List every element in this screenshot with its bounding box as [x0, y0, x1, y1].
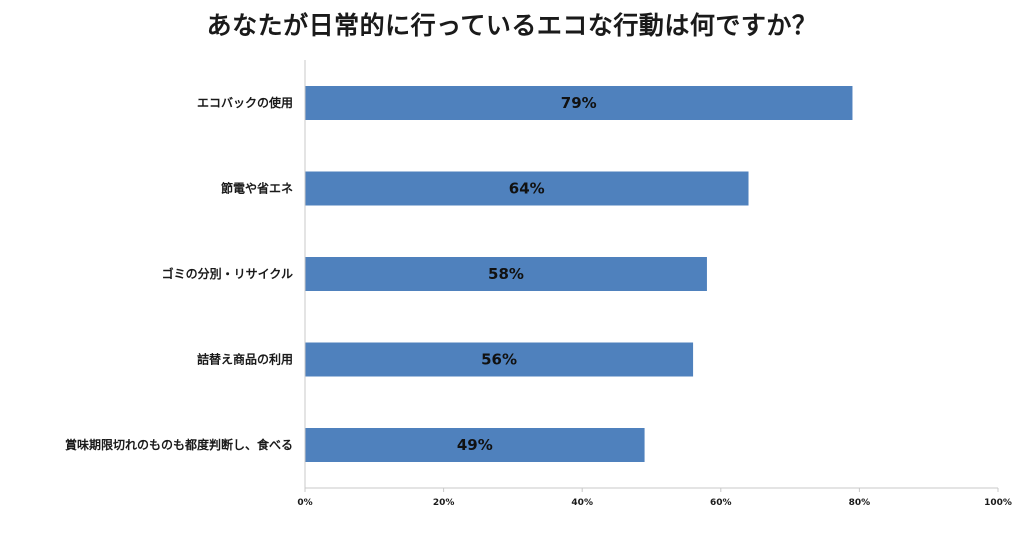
value-label-3: 58%: [488, 265, 524, 283]
chart-title: あなたが日常的に行っているエコな行動は何ですか？: [206, 11, 818, 40]
value-label-1: 79%: [561, 94, 597, 112]
bar-5: [305, 428, 645, 462]
value-label-2: 64%: [509, 180, 545, 198]
x-tick-label-40: 40%: [571, 498, 593, 508]
bars-layer: [305, 86, 853, 462]
bar-1: [305, 86, 853, 120]
labels-layer: 79% エコバックの使用 64% 節電や省エネ 58% ゴミの分別・リサイクル 56% 詰替え…: [65, 94, 597, 454]
value-label-5: 49%: [457, 436, 493, 454]
x-tick-label-80: 80%: [849, 498, 871, 508]
category-label-4: 詰替え商品の利用: [197, 352, 293, 367]
value-label-4: 56%: [481, 351, 517, 369]
bar-4: [305, 342, 694, 377]
bar-2: [305, 171, 749, 206]
bar-3: [305, 257, 707, 291]
category-label-3: ゴミの分別・リサイクル: [162, 266, 293, 281]
x-tick-label-100: 100%: [984, 498, 1012, 508]
category-label-2: 節電や省エネ: [221, 181, 293, 196]
axis-layer: 0% 20% 40% 60% 80% 100%: [297, 60, 1012, 508]
x-tick-label-20: 20%: [433, 498, 455, 508]
category-label-1: エコバックの使用: [197, 95, 293, 110]
x-tick-label-60: 60%: [710, 498, 732, 508]
category-label-5: 賞味期限切れのものも都度判断し、食べる: [65, 437, 293, 452]
x-tick-label-0: 0%: [297, 498, 312, 508]
